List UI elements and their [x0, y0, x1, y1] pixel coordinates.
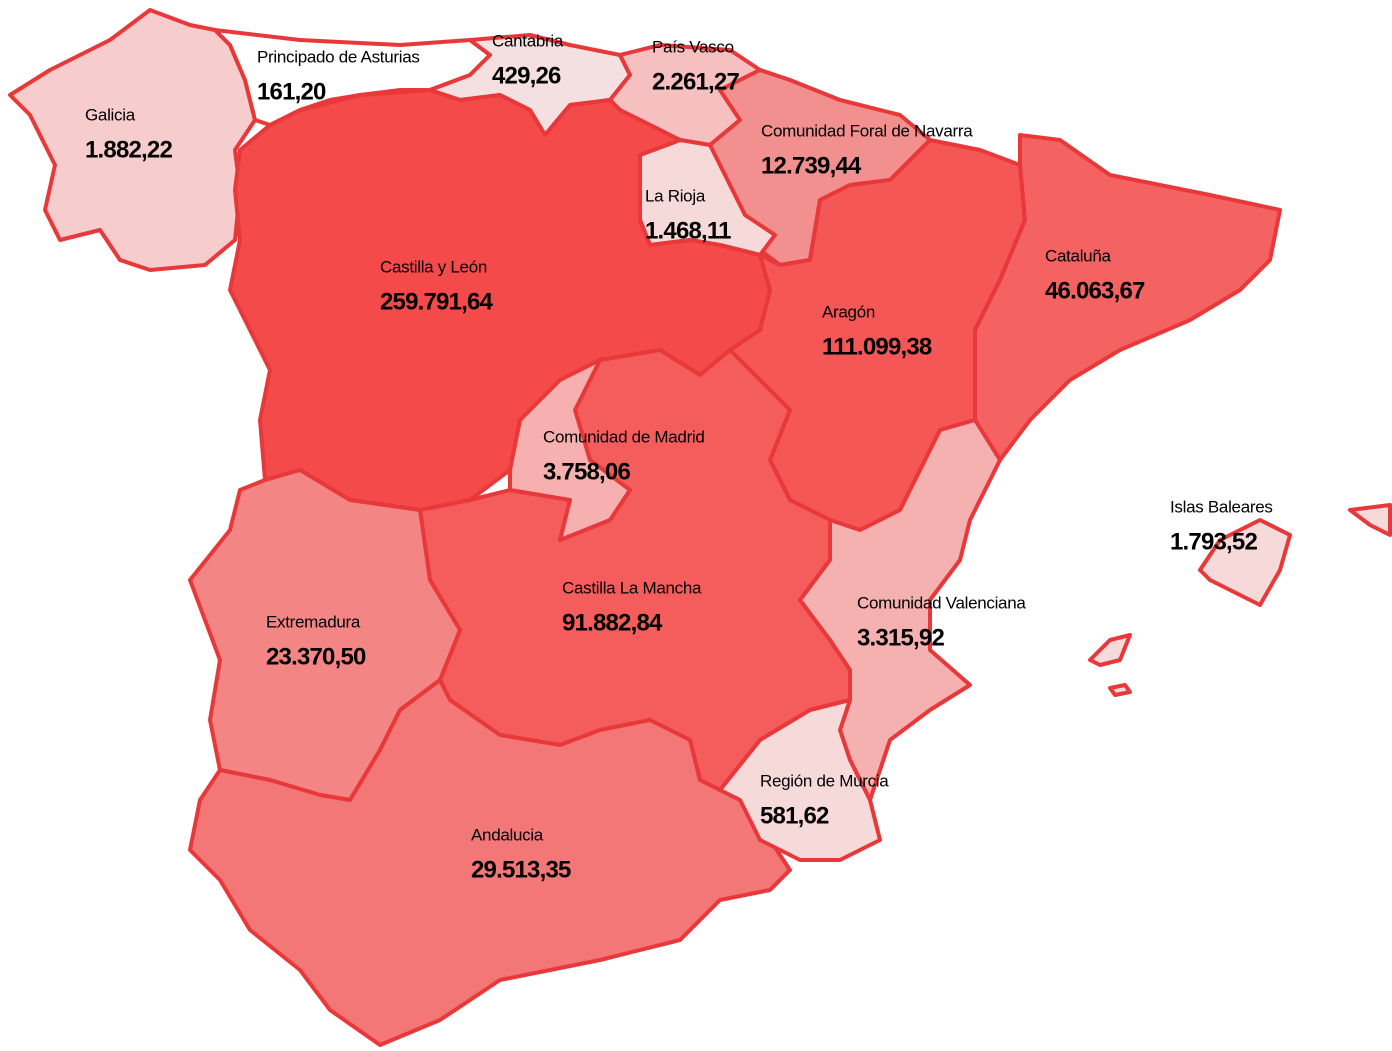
region-name: Andalucia — [471, 825, 544, 844]
island-ibiza — [1088, 633, 1132, 667]
region-name: Comunidad Foral de Navarra — [761, 121, 973, 140]
region-value: 3.315,92 — [857, 624, 944, 651]
region-value: 1.882,22 — [85, 136, 172, 163]
region-value: 12.739,44 — [761, 152, 862, 179]
region-value: 259.791,64 — [380, 288, 494, 315]
region-name: País Vasco — [652, 37, 734, 56]
region-value: 429,26 — [492, 62, 561, 89]
region-value: 29.513,35 — [471, 856, 571, 883]
region-value: 3.758,06 — [543, 458, 630, 485]
region-name: Comunidad de Madrid — [543, 427, 705, 446]
region-value: 2.261,27 — [652, 68, 739, 95]
region-value: 581,62 — [760, 802, 829, 829]
region-name: Extremadura — [266, 612, 361, 631]
region-name: Islas Baleares — [1170, 497, 1273, 516]
region-name: Castilla La Mancha — [562, 578, 702, 597]
island-mallorca — [1198, 518, 1292, 607]
region-name: Principado de Asturias — [257, 47, 420, 66]
labels: Galicia 1.882,22 Principado de Asturias 161… — [85, 31, 1273, 883]
region-value: 91.882,84 — [562, 609, 663, 636]
region-name: Cataluña — [1045, 246, 1111, 265]
region-name: Aragón — [822, 302, 875, 321]
region-value: 46.063,67 — [1045, 277, 1145, 304]
island-menorca — [1348, 503, 1392, 537]
region-name: Castilla y León — [380, 257, 487, 276]
region-name: Comunidad Valenciana — [857, 593, 1026, 612]
region-value: 111.099,38 — [822, 333, 932, 360]
island-formentera — [1108, 683, 1132, 697]
region-value: 23.370,50 — [266, 643, 366, 670]
region-value: 1.468,11 — [645, 217, 731, 244]
region-value: 1.793,52 — [1170, 528, 1257, 555]
region-madrid — [508, 358, 632, 542]
regions — [8, 8, 1392, 1047]
region-murcia — [718, 698, 882, 862]
region-value: 161,20 — [257, 78, 326, 105]
region-cataluna — [973, 133, 1282, 462]
region-name: Cantabria — [492, 31, 564, 50]
region-name: La Rioja — [645, 186, 706, 205]
region-name: Galicia — [85, 105, 136, 124]
region-name: Región de Murcia — [760, 771, 889, 790]
